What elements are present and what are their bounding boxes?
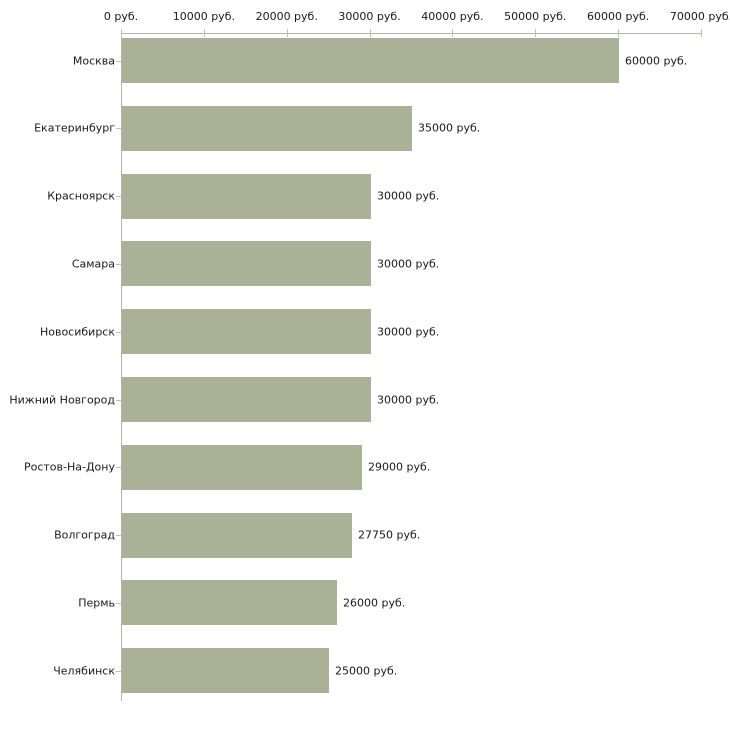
bar	[122, 38, 619, 83]
x-axis-tick-label: 0 руб.	[103, 10, 139, 23]
y-axis-tick	[116, 128, 121, 130]
y-axis-tick	[116, 196, 121, 198]
value-label: 30000 руб.	[377, 393, 440, 406]
value-label: 25000 руб.	[335, 664, 398, 678]
x-axis-tick-label: 20000 руб.	[255, 10, 318, 23]
x-axis-line	[121, 33, 702, 34]
category-label: Красноярск	[47, 189, 115, 203]
value-label: 30000 руб.	[377, 257, 440, 271]
value-label: 30000 руб.	[377, 325, 440, 339]
bar	[122, 377, 371, 422]
value-label: 29000 руб.	[368, 460, 431, 474]
y-axis-tick	[116, 602, 121, 604]
bar	[122, 512, 352, 558]
x-axis-tick-label: 30000 руб.	[338, 10, 401, 23]
x-axis-tick	[452, 29, 454, 37]
bar	[122, 444, 362, 490]
category-label: Пермь	[78, 596, 115, 610]
value-label: 35000 руб.	[418, 121, 481, 135]
category-label: Москва	[72, 54, 115, 67]
x-axis-tick	[618, 29, 620, 37]
x-axis-tick-label: 40000 руб.	[421, 10, 484, 23]
category-label: Челябинск	[53, 664, 115, 678]
category-label: Ростов-На-Дону	[23, 460, 115, 474]
bar	[122, 309, 371, 355]
y-axis-tick	[116, 399, 121, 401]
y-axis-tick	[116, 535, 121, 537]
x-axis-tick-label: 60000 руб.	[587, 10, 650, 23]
y-axis-tick	[116, 331, 121, 333]
x-axis-tick	[701, 29, 702, 37]
value-label: 27750 руб.	[358, 528, 421, 542]
category-label: Волгоград	[54, 528, 115, 542]
x-axis-tick	[286, 29, 288, 37]
y-axis-tick	[116, 60, 121, 62]
x-axis-tick	[203, 29, 205, 37]
x-axis-tick	[369, 29, 371, 37]
value-label: 30000 руб.	[377, 189, 440, 203]
category-label: Екатеринбург	[34, 121, 115, 135]
x-axis-tick	[535, 29, 537, 37]
x-axis-tick	[121, 29, 122, 37]
bar	[122, 648, 329, 694]
bar	[122, 241, 371, 287]
category-label: Новосибирск	[39, 325, 115, 339]
value-label: 60000 руб.	[625, 54, 688, 67]
y-axis-tick	[116, 263, 121, 265]
bar	[122, 580, 337, 626]
x-axis-tick-label: 50000 руб.	[504, 10, 567, 23]
category-label: Нижний Новгород	[9, 393, 115, 406]
bar	[122, 173, 371, 219]
y-axis-line	[121, 33, 122, 701]
category-label: Самара	[71, 257, 115, 271]
bar	[122, 105, 412, 151]
x-axis-tick-label: 10000 руб.	[172, 10, 235, 23]
value-label: 26000 руб.	[343, 596, 406, 610]
x-axis-tick-label: 70000 руб.	[669, 10, 730, 23]
y-axis-tick	[116, 670, 121, 672]
y-axis-tick	[116, 467, 121, 469]
